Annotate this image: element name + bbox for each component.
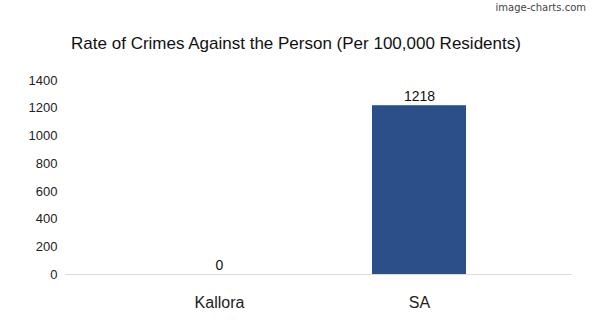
svg-text:1400: 1400 [29,73,58,88]
html-text:Rate of Crimes Against the Per: Rate of Crimes Against the Person (Per 1… [71,34,521,53]
svg-text:Kallora: Kallora [195,294,245,311]
svg-text:1218: 1218 [404,88,435,104]
svg-text:600: 600 [36,184,58,199]
svg-text:1200: 1200 [29,100,58,115]
svg-text:800: 800 [36,156,58,171]
svg-text:0: 0 [50,267,57,282]
html-text:image-charts.com: image-charts.com [495,2,586,13]
svg-text:400: 400 [36,211,58,226]
svg-text:0: 0 [216,257,224,273]
svg-text:200: 200 [36,239,58,254]
svg-text:SA: SA [409,294,431,311]
svg-text:1000: 1000 [29,128,58,143]
